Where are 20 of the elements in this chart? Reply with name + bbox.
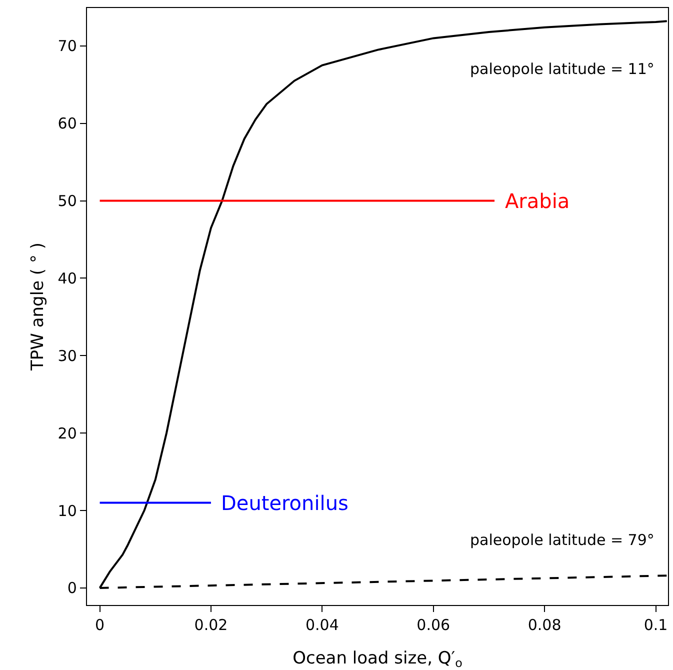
x-axis-title: Ocean load size, Q′$_{o}$ [292, 648, 462, 670]
x-tick-label: 0.08 [528, 616, 562, 634]
x-tick-label: 0.02 [194, 616, 228, 634]
y-tick-label: 20 [58, 424, 77, 442]
x-tick-label: 0.06 [416, 616, 450, 634]
series-label: Deuteronilus [221, 491, 348, 515]
x-tick-label: 0.1 [644, 616, 668, 634]
y-tick-label: 10 [58, 502, 77, 520]
annotation: paleopole latitude = 79° [470, 531, 654, 549]
annotation: paleopole latitude = 11° [470, 60, 654, 78]
y-tick-label: 30 [58, 346, 77, 365]
y-tick-label: 0 [67, 579, 77, 598]
y-axis-title: TPW angle ( ° ) [28, 242, 48, 372]
y-tick-label: 60 [58, 114, 77, 133]
y-tick-label: 70 [58, 37, 77, 56]
y-tick-label: 40 [58, 269, 77, 288]
y-tick-label: 50 [58, 192, 77, 210]
x-tick-label: 0.04 [305, 616, 339, 634]
series-label: Arabia [505, 189, 570, 213]
x-tick-label: 0 [95, 616, 105, 634]
